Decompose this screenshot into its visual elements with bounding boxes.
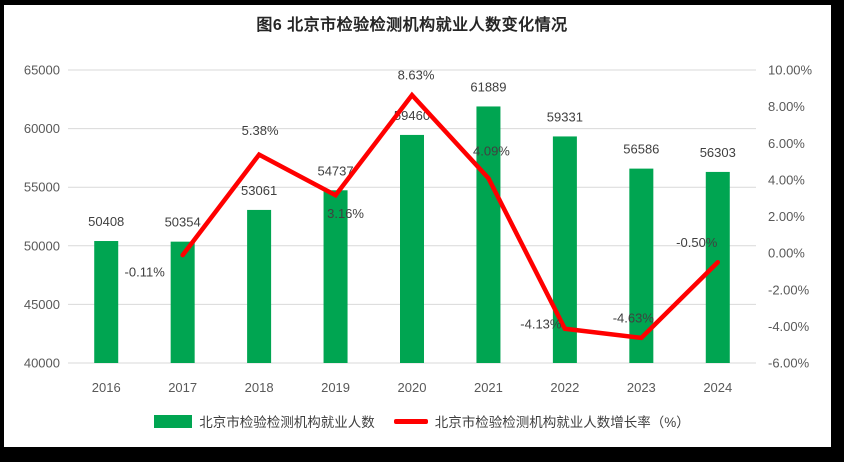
bar-value-label: 59460 xyxy=(394,108,430,123)
line-value-label: 5.38% xyxy=(242,123,279,138)
bar-value-label: 53061 xyxy=(241,183,277,198)
bar-value-label: 61889 xyxy=(470,79,506,94)
line-value-label: -0.50% xyxy=(676,235,718,250)
left-axis-tick-label: 60000 xyxy=(24,121,60,136)
bar-2019 xyxy=(323,190,348,363)
bar-2021 xyxy=(476,106,501,363)
right-axis-tick-label: 6.00% xyxy=(768,136,805,151)
right-axis-tick-label: 2.00% xyxy=(768,209,805,224)
right-axis-tick-label: 8.00% xyxy=(768,99,805,114)
left-axis-tick-label: 65000 xyxy=(24,63,60,78)
bar-value-label: 54737 xyxy=(317,163,353,178)
bar-value-label: 59331 xyxy=(547,109,583,124)
legend-bar-label: 北京市检验检测机构就业人数 xyxy=(199,415,375,430)
left-axis-tick-labels: 65000 60000 55000 50000 45000 40000 xyxy=(24,63,60,371)
bar-2018 xyxy=(247,209,272,363)
bar-2017 xyxy=(170,241,195,363)
line-value-label: 3.16% xyxy=(327,206,364,221)
x-axis-label: 2018 xyxy=(245,380,274,395)
x-axis-label: 2019 xyxy=(321,380,350,395)
right-axis-tick-label: 4.00% xyxy=(768,172,805,187)
line-value-label: 4.09% xyxy=(473,144,510,159)
right-axis-tick-label: 0.00% xyxy=(768,246,805,261)
x-axis-labels: 2016 2017 2018 2019 2020 2021 2022 2023 2024 xyxy=(92,380,732,395)
legend-bar-swatch xyxy=(154,414,193,428)
left-axis-tick-label: 45000 xyxy=(24,297,60,312)
line-value-label: -0.11% xyxy=(125,265,166,280)
right-axis-tick-label: -4.00% xyxy=(768,319,810,334)
line-value-label: -4.63% xyxy=(613,310,655,325)
growth-rate-line xyxy=(180,91,721,341)
left-axis-tick-label: 55000 xyxy=(24,180,60,195)
bar-value-label: 56586 xyxy=(623,142,659,157)
right-axis-tick-labels: 10.00% 8.00% 6.00% 4.00% 2.00% 0.00% -2.00% -4.… xyxy=(768,63,813,371)
right-axis-tick-label: -6.00% xyxy=(768,356,810,371)
x-axis-label: 2021 xyxy=(474,380,503,395)
line-value-label: -4.13% xyxy=(520,316,562,331)
bar-value-label: 50408 xyxy=(88,214,124,229)
x-axis-label: 2024 xyxy=(703,380,732,395)
x-axis-label: 2017 xyxy=(168,380,197,395)
legend-line-swatch xyxy=(393,418,428,424)
line-value-labels: -0.11% 5.38% 3.16% 8.63% 4.09% -4.13% -4.63% -0… xyxy=(125,68,718,332)
x-axis-label: 2022 xyxy=(550,380,579,395)
line-value-label: 8.63% xyxy=(398,68,435,83)
x-axis-label: 2023 xyxy=(627,380,656,395)
right-axis-tick-label: -2.00% xyxy=(768,282,810,297)
bar-2023 xyxy=(629,168,654,363)
x-axis-label: 2016 xyxy=(92,380,121,395)
bar-value-label: 56303 xyxy=(700,145,736,160)
left-axis-tick-label: 40000 xyxy=(24,356,60,371)
bar-value-labels: 50408 50354 53061 54737 59460 61889 59331 56586… xyxy=(88,79,736,229)
bar-2020 xyxy=(400,134,424,363)
x-axis-label: 2020 xyxy=(398,380,427,395)
right-axis-tick-label: 10.00% xyxy=(768,63,813,78)
legend-line-label: 北京市检验检测机构就业人数增长率（%） xyxy=(434,415,690,430)
chart-title: 图6 北京市检验检测机构就业人数变化情况 xyxy=(256,17,568,34)
left-axis-tick-label: 50000 xyxy=(24,238,60,253)
bar-2016 xyxy=(94,241,119,363)
legend: 北京市检验检测机构就业人数 北京市检验检测机构就业人数增长率（%） xyxy=(0,411,844,431)
bar-value-label: 50354 xyxy=(165,215,201,230)
